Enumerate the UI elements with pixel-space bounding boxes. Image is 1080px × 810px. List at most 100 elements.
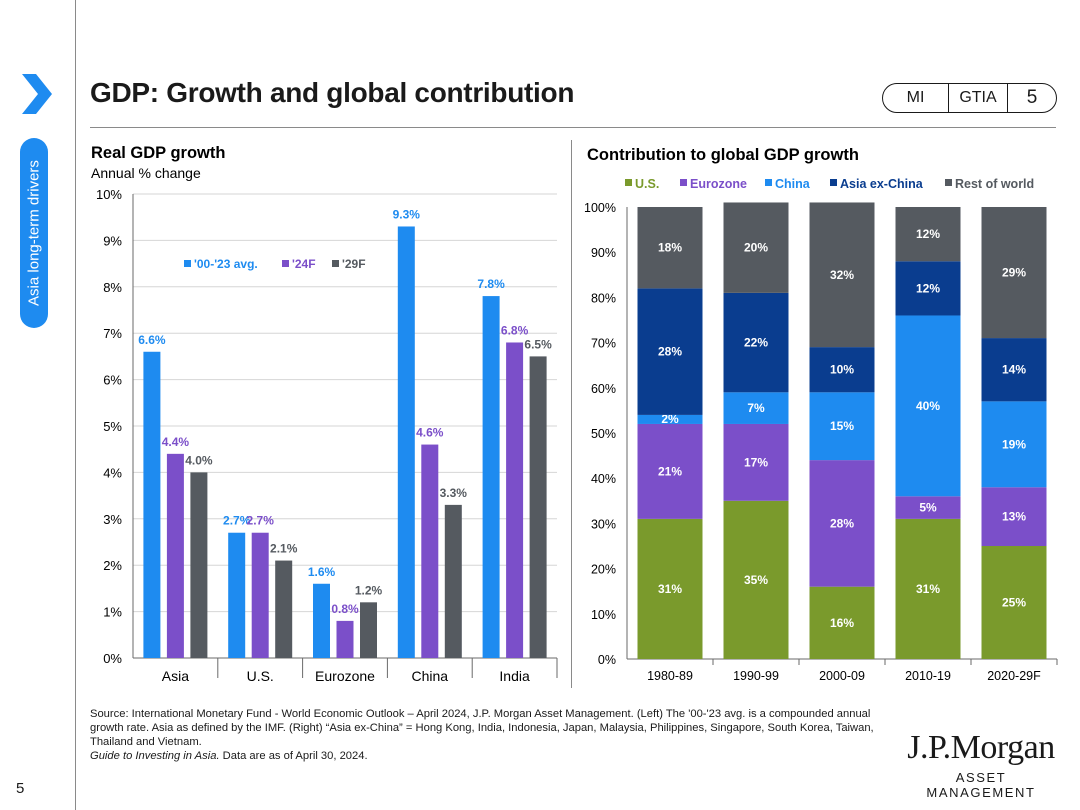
left-legend-swatch [332,260,339,267]
left-chart-title: Real GDP growth [91,144,225,162]
right-segment-label: 31% [658,582,682,596]
footnote: Source: International Monetary Fund - Wo… [90,707,890,763]
right-legend-swatch [765,179,772,186]
right-stack-segment [637,423,703,519]
right-ytick-label: 60% [591,382,616,396]
right-segment-label: 32% [830,268,854,282]
right-segment-label: 28% [830,516,854,530]
right-legend-label: U.S. [635,177,659,191]
left-bar [275,560,293,658]
logo-name: J.P.Morgan [907,729,1055,766]
right-stack-segment [809,392,875,461]
left-legend-label: '00-'23 avg. [194,257,258,271]
right-stack-segment [809,202,875,348]
right-ytick-label: 0% [598,653,616,667]
left-bar [228,532,246,658]
left-data-label: 1.6% [308,565,336,579]
right-segment-label: 14% [1002,363,1026,377]
tag-gtia[interactable]: GTIA [948,84,1008,112]
left-data-label: 1.2% [355,583,383,597]
title-divider [90,127,1056,128]
left-bar [166,453,184,658]
right-segment-label: 35% [744,573,768,587]
left-bar [444,504,462,658]
chart-divider [571,140,572,688]
right-segment-label: 29% [1002,266,1026,280]
footnote-guide: Guide to Investing in Asia. [90,750,220,762]
right-segment-label: 10% [830,363,854,377]
right-category-label: 2010-19 [905,669,951,683]
left-ytick-label: 4% [103,465,122,480]
right-segment-label: 2% [661,412,679,426]
right-segment-label: 17% [744,455,768,469]
jpmorgan-logo: J.P.Morgan ASSET MANAGEMENT [905,729,1057,801]
left-category-label: U.S. [247,668,274,684]
right-ytick-label: 50% [591,427,616,441]
chevron-right-icon[interactable] [20,72,54,116]
left-data-label: 4.6% [416,426,444,440]
right-segment-label: 28% [658,345,682,359]
page-number: 5 [16,780,25,797]
left-category-label: India [499,668,530,684]
tag-group: MI GTIA 5 [882,83,1057,113]
left-chart-subtitle: Annual % change [91,165,201,181]
footnote-source: Source: International Monetary Fund - Wo… [90,708,874,748]
right-segment-label: 31% [916,582,940,596]
right-segment-label: 22% [744,336,768,350]
left-data-label: 2.7% [223,514,251,528]
right-stack-segment [809,347,875,393]
left-bar [190,472,208,658]
right-stack-segment [723,292,789,393]
left-legend-swatch [282,260,289,267]
right-stack-segment [981,401,1047,488]
right-ytick-label: 100% [584,201,616,215]
left-legend-swatch [184,260,191,267]
right-category-label: 1990-99 [733,669,779,683]
left-data-label: 6.8% [501,323,529,337]
left-ytick-label: 9% [103,233,122,248]
right-ytick-label: 80% [591,291,616,305]
left-ytick-label: 3% [103,512,122,527]
right-stack-segment [895,496,961,519]
right-segment-label: 21% [658,464,682,478]
left-category-label: Asia [162,668,189,684]
right-segment-label: 7% [747,401,765,415]
left-ytick-label: 10% [96,187,122,202]
right-stack-segment [895,315,961,497]
left-data-label: 6.6% [138,333,166,347]
left-bar [313,583,330,658]
right-ytick-label: 10% [591,608,616,622]
left-category-label: China [412,668,449,684]
left-data-label: 6.5% [524,337,552,351]
left-bar [421,444,439,658]
tag-page[interactable]: 5 [1026,87,1038,108]
right-legend-swatch [680,179,687,186]
right-segment-label: 25% [1002,596,1026,610]
page-title: GDP: Growth and global contribution [90,77,575,108]
right-segment-label: 15% [830,419,854,433]
right-segment-label: 5% [919,501,937,515]
right-ytick-label: 70% [591,337,616,351]
left-bar [360,602,377,658]
right-stack-segment [895,261,961,316]
right-stack-segment [723,423,789,501]
tag-mi[interactable]: MI [906,89,925,106]
right-category-label: 2000-09 [819,669,865,683]
right-stack-segment [723,392,789,424]
left-ytick-label: 2% [103,558,122,573]
right-stack-segment [637,288,703,415]
right-segment-label: 16% [830,616,854,630]
left-ytick-label: 5% [103,419,122,434]
section-tab[interactable]: Asia long-term drivers [20,138,48,328]
right-legend-swatch [945,179,952,186]
right-legend-label: Asia ex-China [840,177,924,191]
left-bar [397,226,415,659]
left-bar [482,296,500,658]
right-segment-label: 12% [916,227,940,241]
right-category-label: 2020-29F [987,669,1041,683]
right-stack-segment [981,487,1047,546]
left-legend-label: '24F [292,257,316,271]
sidebar-divider [75,0,76,810]
right-stack-segment [723,500,789,659]
right-segment-label: 13% [1002,510,1026,524]
